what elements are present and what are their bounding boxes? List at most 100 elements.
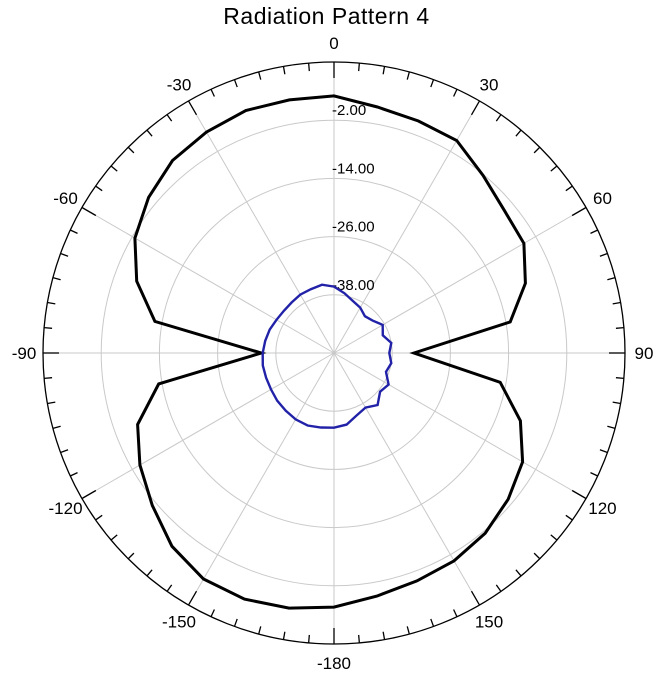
- grid-ring: [217, 236, 451, 470]
- angle-tick-minor: [60, 252, 69, 257]
- angle-tick-minor: [590, 229, 599, 234]
- angle-tick-minor: [615, 377, 624, 380]
- radial-label: -38.00: [332, 277, 375, 294]
- grid-ring: [158, 177, 510, 529]
- angle-tick-major: [187, 100, 198, 116]
- angle-tick-minor: [495, 584, 502, 592]
- angle-tick-minor: [453, 609, 458, 618]
- angle-tick-minor: [47, 401, 56, 405]
- angle-tick-minor: [607, 425, 616, 429]
- angle-tick-minor: [233, 618, 238, 627]
- radial-label: -26.00: [332, 219, 375, 236]
- angle-tick-minor: [282, 631, 286, 640]
- angle-tick-minor: [95, 185, 103, 192]
- radial-label: -2.00: [332, 102, 366, 119]
- grid-spoke: [188, 352, 335, 606]
- grid-spoke: [81, 352, 335, 499]
- angle-label: -90: [12, 344, 37, 363]
- crosspol-pattern-curve: [261, 283, 393, 429]
- angle-tick-minor: [565, 185, 573, 192]
- angle-label: 120: [588, 499, 616, 518]
- angle-tick-minor: [166, 584, 173, 592]
- angle-tick-minor: [95, 514, 103, 521]
- angle-tick-minor: [612, 301, 621, 305]
- angle-tick-minor: [590, 472, 599, 477]
- angle-tick-minor: [495, 114, 502, 122]
- angle-tick-minor: [612, 401, 621, 405]
- angle-tick-minor: [533, 146, 541, 154]
- angle-tick-major: [571, 206, 587, 217]
- angle-tick-minor: [210, 609, 215, 618]
- angle-tick-minor: [47, 301, 56, 305]
- angle-tick-major: [470, 590, 481, 606]
- grid-spoke: [333, 207, 587, 354]
- angle-tick-minor: [127, 146, 135, 154]
- grid-spoke: [333, 352, 480, 606]
- grid-spoke: [333, 100, 480, 354]
- angle-tick-minor: [69, 472, 78, 477]
- angle-tick-minor: [44, 326, 53, 329]
- angle-tick-minor: [599, 449, 608, 454]
- angle-tick-minor: [607, 277, 616, 281]
- angle-tick-minor: [550, 165, 558, 172]
- angle-tick-minor: [52, 277, 61, 281]
- angle-tick-minor: [166, 114, 173, 122]
- angle-label: 60: [593, 189, 612, 208]
- grid-spoke: [333, 352, 587, 499]
- copol-pattern-curve: [133, 94, 527, 610]
- angle-tick-minor: [565, 514, 573, 521]
- angle-tick-minor: [146, 129, 153, 137]
- grid-ring: [275, 294, 393, 412]
- grid-spoke: [188, 100, 335, 354]
- angle-tick-minor: [282, 66, 286, 75]
- angle-label: -60: [53, 189, 78, 208]
- angle-label: 0: [329, 34, 338, 53]
- angle-tick-major: [81, 489, 97, 500]
- angle-tick-minor: [60, 449, 69, 454]
- angle-tick-minor: [233, 79, 238, 88]
- angle-label: 150: [475, 612, 503, 631]
- chart-title: Radiation Pattern 4: [223, 3, 430, 29]
- angle-tick-minor: [210, 88, 215, 97]
- angle-tick-minor: [430, 618, 435, 627]
- angle-tick-major: [187, 590, 198, 606]
- angle-label: -150: [162, 612, 196, 631]
- angle-tick-minor: [515, 569, 522, 577]
- angle-tick-minor: [515, 129, 522, 137]
- angle-tick-minor: [430, 79, 435, 88]
- angle-tick-minor: [453, 88, 458, 97]
- angle-tick-minor: [533, 552, 541, 560]
- angle-tick-major: [81, 206, 97, 217]
- angle-tick-minor: [44, 377, 53, 380]
- angle-tick-minor: [358, 63, 361, 72]
- angle-tick-minor: [382, 66, 386, 75]
- grid-spoke: [81, 207, 335, 354]
- angle-tick-minor: [127, 552, 135, 560]
- angle-tick-minor: [110, 534, 118, 541]
- angle-tick-minor: [146, 569, 153, 577]
- angle-tick-major: [571, 489, 587, 500]
- angle-label: 90: [635, 344, 653, 363]
- angle-tick-minor: [110, 165, 118, 172]
- angle-tick-minor: [406, 71, 410, 80]
- angle-label: -180: [317, 654, 351, 673]
- angle-tick-minor: [307, 634, 310, 643]
- angle-tick-minor: [258, 71, 262, 80]
- angle-tick-minor: [358, 634, 361, 643]
- radial-label: -14.00: [332, 160, 375, 177]
- angle-label: -120: [49, 499, 83, 518]
- angle-label: -30: [167, 76, 192, 95]
- angle-tick-minor: [307, 63, 310, 72]
- grid-ring: [100, 119, 568, 587]
- angle-tick-minor: [52, 425, 61, 429]
- angle-label: 30: [480, 76, 499, 95]
- angle-tick-major: [470, 100, 481, 116]
- angle-tick-minor: [406, 626, 410, 635]
- angle-tick-minor: [69, 229, 78, 234]
- angle-tick-minor: [599, 252, 608, 257]
- angle-tick-minor: [615, 326, 624, 329]
- angle-tick-minor: [382, 631, 386, 640]
- angle-tick-minor: [258, 626, 262, 635]
